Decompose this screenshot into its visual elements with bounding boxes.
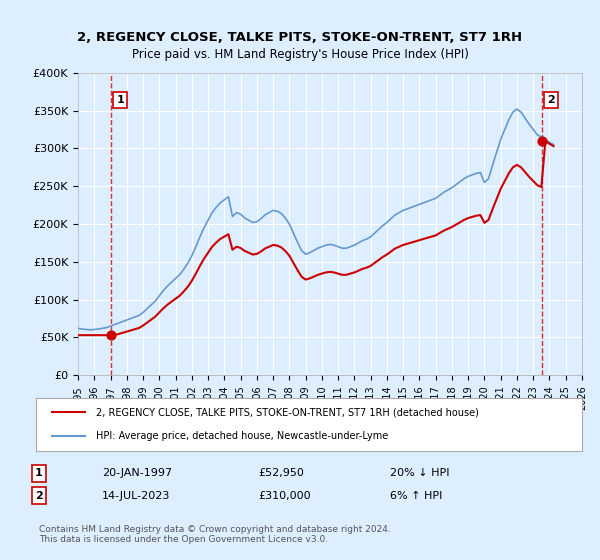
Text: 2: 2 <box>547 95 554 105</box>
Text: £52,950: £52,950 <box>258 468 304 478</box>
Text: Contains HM Land Registry data © Crown copyright and database right 2024.
This d: Contains HM Land Registry data © Crown c… <box>39 525 391 544</box>
Point <box>107 331 116 340</box>
Text: 14-JUL-2023: 14-JUL-2023 <box>102 491 170 501</box>
Text: 1: 1 <box>116 95 124 105</box>
Text: 6% ↑ HPI: 6% ↑ HPI <box>390 491 442 501</box>
Text: Price paid vs. HM Land Registry's House Price Index (HPI): Price paid vs. HM Land Registry's House … <box>131 48 469 60</box>
Text: 20% ↓ HPI: 20% ↓ HPI <box>390 468 449 478</box>
Text: 2, REGENCY CLOSE, TALKE PITS, STOKE-ON-TRENT, ST7 1RH (detached house): 2, REGENCY CLOSE, TALKE PITS, STOKE-ON-T… <box>96 408 479 418</box>
Text: 2, REGENCY CLOSE, TALKE PITS, STOKE-ON-TRENT, ST7 1RH: 2, REGENCY CLOSE, TALKE PITS, STOKE-ON-T… <box>77 31 523 44</box>
Point <box>537 136 547 145</box>
Text: 20-JAN-1997: 20-JAN-1997 <box>102 468 172 478</box>
Text: £310,000: £310,000 <box>258 491 311 501</box>
Text: 1: 1 <box>35 468 43 478</box>
Text: HPI: Average price, detached house, Newcastle-under-Lyme: HPI: Average price, detached house, Newc… <box>96 431 388 441</box>
Text: 2: 2 <box>35 491 43 501</box>
